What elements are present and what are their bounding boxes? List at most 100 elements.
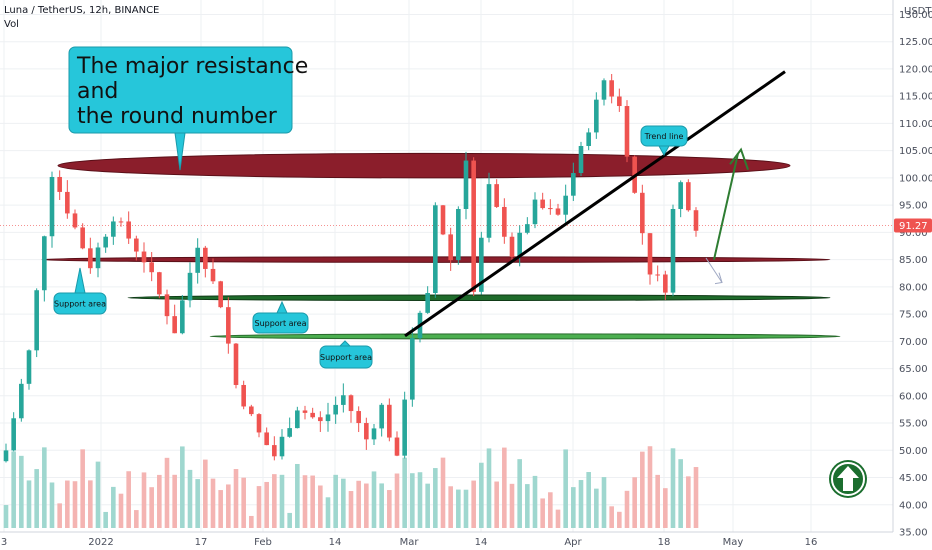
resistance-callout-line: the round number xyxy=(77,104,278,129)
support-zone-2[interactable] xyxy=(127,294,831,301)
support-callout-1[interactable]: Support area xyxy=(53,267,107,315)
volume-bar xyxy=(532,475,538,528)
candle-body xyxy=(172,316,177,334)
volume-bar xyxy=(141,472,147,528)
price-tick-label: 100.00 xyxy=(899,173,932,184)
volume-bar xyxy=(601,477,607,528)
volume-bar xyxy=(563,449,568,528)
candle-body xyxy=(655,274,660,276)
price-tick-label: 75.00 xyxy=(899,310,928,321)
volume-bar xyxy=(517,459,522,528)
candle-body xyxy=(111,221,116,237)
candle-body xyxy=(65,191,70,214)
candle-body xyxy=(425,293,430,313)
candle-body xyxy=(26,350,32,384)
candle-body xyxy=(563,195,568,215)
volume-bar xyxy=(387,490,392,528)
candle-body xyxy=(348,395,354,412)
volume-bar xyxy=(126,471,131,528)
price-tick-label: 120.00 xyxy=(899,64,932,75)
volume-bar xyxy=(571,487,576,528)
price-tick-label: 105.00 xyxy=(899,146,932,157)
candle-body xyxy=(203,247,208,269)
candle-body xyxy=(540,199,545,209)
volume-bar xyxy=(218,490,223,528)
volume-bar xyxy=(540,498,545,528)
support-callout-3[interactable]: Support area xyxy=(319,340,373,369)
price-tick-label: 110.00 xyxy=(899,119,932,130)
candle-body xyxy=(157,272,162,295)
time-tick-label: 17 xyxy=(195,537,208,548)
grid-layer xyxy=(0,0,893,533)
volume-bar xyxy=(417,472,423,528)
resistance-callout-line: and xyxy=(77,79,118,104)
projection-arrow-shaft xyxy=(713,153,739,260)
volume-bar xyxy=(494,481,499,528)
up-arrow-button[interactable] xyxy=(829,460,867,498)
resistance-callout-line: The major resistance xyxy=(76,54,308,79)
volume-bar xyxy=(164,457,170,528)
trend-callout-pointer xyxy=(658,145,670,157)
volume-bar xyxy=(310,475,315,528)
volume-bar xyxy=(433,468,438,528)
price-axis[interactable]: 130.00 125.00 120.00 115.00 110.00 105.00 100.… xyxy=(899,10,932,539)
candle-body xyxy=(571,173,576,196)
candle-body xyxy=(663,274,668,293)
time-axis[interactable]: 3 2022 17 Feb 14 Mar 14 Apr 18 May 16 xyxy=(1,537,818,548)
price-tick-label: 85.00 xyxy=(899,255,928,266)
volume-bar xyxy=(425,483,430,528)
volume-bar xyxy=(272,474,277,528)
volume-bar xyxy=(3,505,9,528)
volume-bar xyxy=(42,447,47,528)
volume-bar xyxy=(233,469,239,528)
volume-bar xyxy=(456,489,461,528)
time-tick-label: 3 xyxy=(1,537,7,548)
candle-body xyxy=(80,227,85,249)
volume-bar xyxy=(118,493,124,528)
candle-body xyxy=(555,208,561,215)
volume-bar xyxy=(586,472,591,528)
trend-callout[interactable]: Trend line xyxy=(640,125,688,157)
support-callout-2[interactable]: Support area xyxy=(252,300,309,334)
support-callout-1-label: Support area xyxy=(54,300,106,309)
volume-bar xyxy=(241,477,246,528)
projection-arrow-head xyxy=(729,147,749,171)
volume-bar xyxy=(693,467,699,528)
volume-bar xyxy=(187,469,193,528)
time-tick-label: Feb xyxy=(254,537,272,548)
candle-body xyxy=(601,80,607,100)
price-tick-label: 125.00 xyxy=(899,37,932,48)
candle-body xyxy=(19,383,24,419)
time-tick-label: Mar xyxy=(400,537,420,548)
volume-bar xyxy=(302,475,308,528)
price-tick-label: 95.00 xyxy=(899,201,928,212)
volume-bar xyxy=(19,455,24,528)
price-tick-label: 35.00 xyxy=(899,528,928,539)
trend-line[interactable] xyxy=(404,70,786,338)
volume-bar xyxy=(640,451,645,528)
support-zone-3[interactable] xyxy=(209,333,841,340)
volume-bar xyxy=(555,509,561,528)
candle-body xyxy=(670,209,676,293)
candle-body xyxy=(141,251,147,263)
resistance-zone[interactable] xyxy=(57,152,791,179)
volume-bar xyxy=(256,486,262,528)
candle-body xyxy=(126,221,131,239)
candle-body xyxy=(647,233,653,275)
volume-bar xyxy=(210,478,216,528)
candle-layer xyxy=(3,74,699,463)
candle-body xyxy=(187,272,193,301)
candle-body xyxy=(195,247,200,273)
volume-bar xyxy=(348,491,354,528)
candle-body xyxy=(448,234,453,261)
candle-body xyxy=(103,236,108,248)
volume-bar xyxy=(65,480,70,528)
candle-body xyxy=(341,395,346,405)
time-tick-label: 16 xyxy=(805,537,818,548)
candle-body xyxy=(479,237,484,292)
candle-body xyxy=(256,414,262,433)
